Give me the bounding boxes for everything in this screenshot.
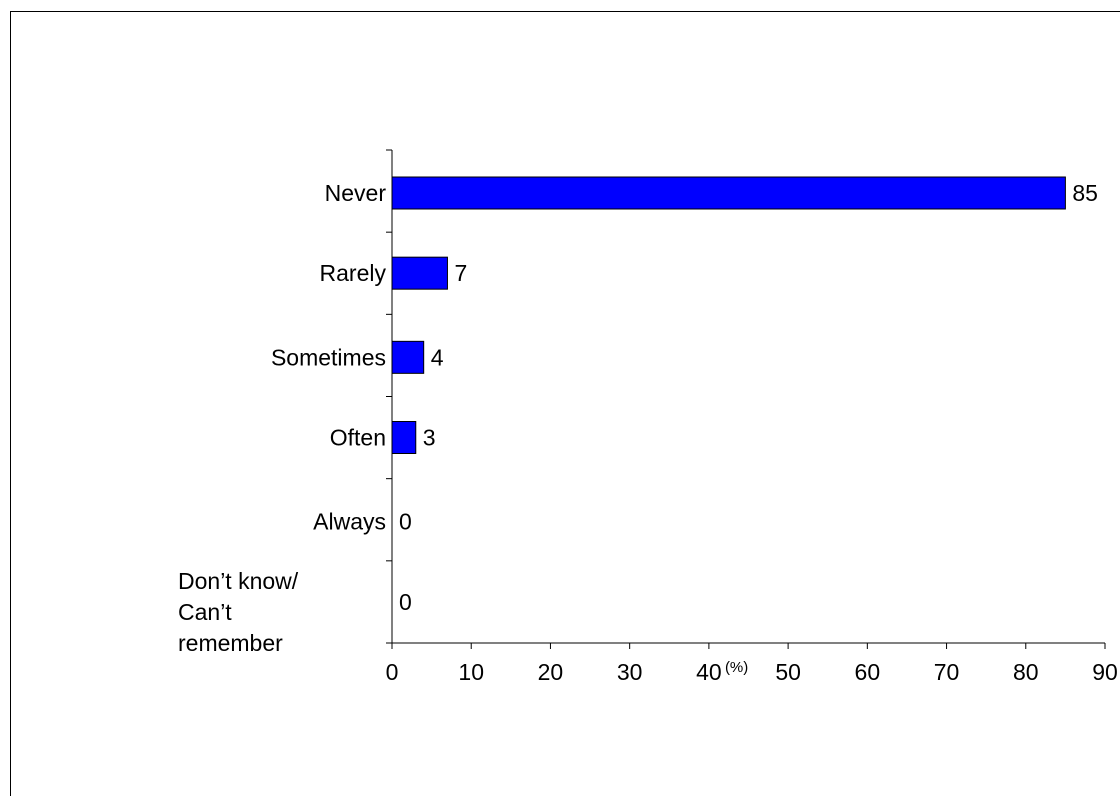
bar [391, 421, 417, 454]
x-tick-label: 20 [538, 659, 564, 685]
labels: 0 10 20 30 40 50 60 70 80 9085Never7Rarely4Someti… [178, 180, 1118, 685]
category-label: Often [330, 425, 386, 451]
category-label: Never [325, 180, 387, 206]
x-tick-label: 30 [617, 659, 643, 685]
data-label: 0 [399, 509, 412, 535]
x-tick-label: 0 [386, 659, 399, 685]
bar [391, 256, 448, 290]
category-label: Rarely [320, 260, 387, 286]
bars [391, 176, 1066, 454]
x-tick-label: 40 [696, 659, 722, 685]
data-label: 3 [423, 425, 436, 451]
category-label-line: Don’t know/ [178, 568, 299, 594]
data-label: 7 [454, 260, 467, 286]
data-label: 4 [431, 344, 444, 370]
category-label: Sometimes [271, 344, 386, 370]
data-label: 0 [399, 589, 412, 615]
category-label: Don’t know/Can’t remember [178, 568, 299, 656]
x-tick-label: 10 [458, 659, 484, 685]
category-label-line: remember [178, 630, 283, 656]
category-label: Always [313, 509, 386, 535]
x-tick-label: 90 [1092, 659, 1118, 685]
bar [391, 340, 425, 374]
x-tick-label: 50 [775, 659, 801, 685]
x-tick-label: 60 [855, 659, 881, 685]
x-axis-unit-label: (%) [725, 659, 748, 676]
chart-frame [10, 11, 1120, 796]
x-tick-label: 80 [1013, 659, 1039, 685]
x-tick-label: 70 [934, 659, 960, 685]
axes [386, 149, 1106, 649]
category-label-line: Can’t [178, 599, 232, 625]
bar [391, 176, 1066, 210]
data-label: 85 [1072, 180, 1098, 206]
